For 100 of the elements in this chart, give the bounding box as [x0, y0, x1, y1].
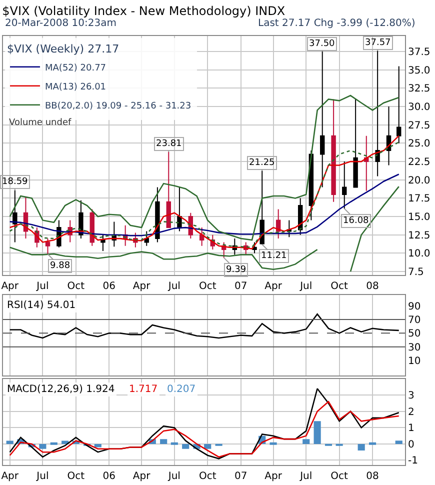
- y-tick-label: 30: [408, 342, 421, 354]
- annotation: 18.59: [2, 177, 28, 187]
- y-tick-label: 10.0: [408, 248, 430, 260]
- line-series: [9, 400, 400, 458]
- annotation: Volume undef: [9, 118, 72, 128]
- bar: [94, 444, 102, 448]
- y-tick-label: 17.5: [408, 194, 430, 205]
- annotation: 9.39: [226, 265, 246, 275]
- y-tick-label: 90: [408, 301, 421, 312]
- candlestick: [199, 227, 204, 246]
- candlestick: [260, 170, 264, 245]
- bar: [368, 442, 376, 445]
- x-tick-label: Apr: [132, 471, 152, 482]
- x-tick-label: Apr: [264, 471, 283, 482]
- y-tick-label: 27.5: [408, 120, 430, 132]
- candlestick: [342, 161, 347, 210]
- chart-subtitle: 20-Mar-2008 10:23am: [5, 18, 116, 29]
- bar: [6, 440, 14, 444]
- candlestick: [166, 151, 171, 228]
- y-tick-label: 20.0: [408, 175, 430, 186]
- candlestick: [320, 51, 325, 188]
- x-tick-label: 06: [102, 281, 116, 292]
- x-tick-label: Oct: [198, 471, 216, 482]
- text: Last 27.17 Chg -3.99 (-12.80%): [258, 18, 416, 29]
- bar: [395, 440, 402, 444]
- legend-title: $VIX (Weekly) 27.17: [7, 42, 120, 56]
- x-tick-label: Apr: [1, 281, 20, 292]
- candlestick: [100, 234, 106, 252]
- text: 1.717: [129, 384, 158, 395]
- x-tick-label: Jul: [299, 471, 312, 482]
- annotation: 21.25: [249, 158, 275, 168]
- x-tick-label: Oct: [330, 281, 348, 292]
- candlestick: [375, 50, 380, 177]
- y-tick-label: 2: [408, 406, 414, 418]
- bar: [39, 444, 46, 449]
- x-tick-label: 07: [234, 471, 248, 482]
- line-series: [9, 313, 400, 339]
- legend-label: BB(20,2.0) 19.09 - 25.16 - 31.23: [45, 101, 192, 112]
- y-tick-label: 25.0: [408, 138, 430, 150]
- bar: [182, 444, 190, 449]
- candlestick: [396, 66, 402, 144]
- x-tick-label: 06: [102, 471, 116, 482]
- x-tick-label: Oct: [67, 471, 85, 482]
- x-tick-label: 07: [234, 281, 248, 292]
- y-tick-label: 7.5: [408, 267, 424, 278]
- bar: [358, 444, 365, 450]
- y-tick-label: 37.5: [408, 47, 430, 58]
- x-tick-label: Jul: [167, 281, 180, 292]
- candlestick: [298, 198, 303, 236]
- bar: [302, 439, 310, 444]
- candlestick: [155, 186, 160, 243]
- annotation: 16.08: [343, 216, 370, 226]
- bar: [170, 442, 178, 445]
- x-tick-label: Oct: [67, 281, 85, 292]
- chart-title: $VIX (Volatility Index - New Methodology) INDX: [2, 4, 286, 18]
- annotation: 11.21: [261, 251, 287, 261]
- bar: [204, 444, 212, 449]
- x-tick-label: Apr: [132, 281, 152, 292]
- bar: [50, 442, 58, 445]
- text: MACD(12,26,9) 1.924: [7, 384, 115, 395]
- x-tick-label: Jul: [36, 281, 49, 292]
- legend-label: MA(52) 20.77: [45, 63, 106, 74]
- x-tick-label: 08: [366, 281, 379, 292]
- x-tick-label: Jul: [167, 471, 180, 482]
- y-tick-label: 30.0: [408, 102, 430, 114]
- y-tick-label: 15.0: [408, 212, 430, 224]
- x-tick-label: Apr: [264, 281, 283, 292]
- annotation: 37.57: [365, 38, 391, 48]
- candlestick: [386, 106, 392, 166]
- x-tick-label: Jul: [36, 471, 49, 482]
- candlestick: [276, 208, 281, 240]
- series-label: RSI(14) 54.01: [7, 300, 76, 311]
- y-tick-label: 12.5: [408, 230, 430, 242]
- y-tick-label: 3: [408, 390, 414, 402]
- annotation: 9.88: [50, 261, 70, 271]
- candlestick: [177, 186, 182, 232]
- bar: [62, 440, 69, 444]
- x-tick-label: 08: [366, 471, 379, 482]
- y-tick-label: 1: [408, 423, 414, 434]
- candlestick: [364, 135, 369, 192]
- x-tick-label: Jul: [299, 281, 312, 292]
- legend-label: MA(13) 26.01: [45, 82, 106, 92]
- bar: [270, 442, 277, 445]
- candlestick: [331, 98, 336, 202]
- annotation: 23.81: [156, 139, 182, 149]
- bar: [314, 421, 321, 444]
- candlestick: [353, 98, 358, 188]
- candlestick: [45, 238, 50, 255]
- y-tick-label: 22.5: [408, 157, 430, 168]
- candlestick: [12, 190, 18, 243]
- x-tick-label: Oct: [198, 281, 216, 292]
- y-tick-label: 0: [408, 439, 414, 450]
- y-tick-label: 35.0: [408, 65, 430, 76]
- bar: [160, 439, 168, 444]
- x-tick-label: Apr: [1, 471, 20, 482]
- y-tick-label: 50: [408, 328, 421, 340]
- y-tick-label: 10: [408, 356, 421, 367]
- y-tick-label: -1: [408, 456, 418, 467]
- y-tick-label: 32.5: [408, 84, 430, 95]
- x-tick-label: Oct: [330, 471, 348, 482]
